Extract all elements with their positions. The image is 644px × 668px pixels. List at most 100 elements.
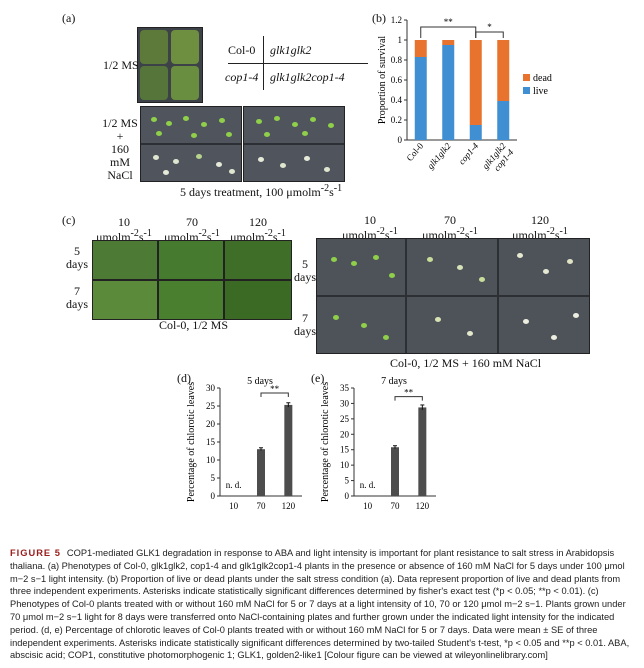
key-col0: Col-0: [228, 43, 256, 57]
y-tick-label: 0.8: [391, 55, 403, 65]
nacl-light-120-header: 120 μmolm-2s-1: [512, 213, 568, 242]
panel-c-right-footer: Col-0, 1/2 MS + 160 mM NaCl: [390, 356, 542, 370]
x-tick-label: 70: [257, 501, 267, 511]
light-70-header: 70 μmolm-2s-1: [164, 215, 220, 244]
bar: [418, 407, 427, 496]
survival-chart: 0 0.2 0.4 0.6 0.8 1 1.2 Proportion of survival C…: [377, 15, 552, 177]
y-tick-label: 15: [340, 445, 350, 455]
y-tick-label: 1.2: [391, 15, 402, 25]
y-tick-label: 5: [211, 473, 216, 483]
y-tick-label: 0: [398, 135, 403, 145]
x-tick-label: 120: [416, 501, 430, 511]
bar-dead: [414, 40, 427, 57]
light-120-header: 120 μmolm-2s-1: [230, 215, 286, 244]
legend-swatch-live: [523, 87, 530, 94]
panel-a-row2-label: 1/2 MS + 160 mM NaCl: [102, 116, 138, 182]
key-glk1glk2: glk1glk2: [270, 43, 312, 57]
sig-label-2: *: [487, 22, 492, 32]
y-tick-label: 10: [340, 460, 350, 470]
y-tick-label: 20: [206, 419, 216, 429]
legend-swatch-dead: [523, 74, 530, 81]
y-tick-label: 30: [340, 398, 350, 408]
y-axis-title: Percentage of chlorotic leaves: [320, 382, 331, 502]
x-tick-label: glk1glk2: [425, 140, 453, 171]
y-tick-label: 35: [340, 383, 350, 393]
panel-a-photo-nacl-left: [140, 106, 242, 182]
panel-c-left-footer: Col-0, 1/2 MS: [159, 318, 229, 332]
key-cop1-4: cop1-4: [225, 70, 259, 84]
y-tick-label: 0.4: [391, 95, 403, 105]
y-tick-label: 15: [206, 437, 216, 447]
panel-d-label: (d): [177, 371, 191, 385]
y-tick-label: 5: [345, 476, 350, 486]
bar: [391, 447, 399, 496]
y-tick-label: 0: [345, 491, 350, 501]
x-tick-label: 10: [363, 501, 373, 511]
chlorotic-chart-7-days: 7 days 0 5 10 15 20 25 30 35 Percentage of chloro…: [320, 376, 436, 511]
sig-label-1: **: [444, 17, 454, 27]
chart-title: 7 days: [381, 376, 407, 387]
chart-title: 5 days: [247, 376, 273, 387]
bar-live: [442, 45, 455, 140]
nacl-light-70-header: 70 μmolm-2s-1: [422, 213, 478, 242]
x-tick-line: cop1-4: [457, 140, 481, 166]
y-axis-title: Proportion of survival: [377, 36, 388, 125]
sig-bracket: [260, 392, 289, 397]
panel-e-label: (e): [311, 371, 325, 385]
y-tick-label: 0: [211, 491, 216, 501]
sig-label: **: [404, 388, 414, 398]
y-tick-label: 30: [206, 383, 216, 393]
y-tick-label: 25: [340, 414, 350, 424]
x-tick-label: 120: [282, 501, 296, 511]
caption-text: COP1-mediated GLK1 degradation in respon…: [10, 548, 630, 661]
x-tick-line: glk1glk2: [425, 140, 453, 171]
y-tick-label: 1: [398, 35, 403, 45]
y-tick-label: 0.2: [391, 115, 402, 125]
x-tick-label: 70: [391, 501, 401, 511]
photo-10-7d: [92, 280, 158, 320]
panel-a-footer: 5 days treatment, 100 μmolm-2s-1: [180, 183, 343, 199]
panel-a-row1-label: 1/2 MS: [103, 58, 139, 72]
bar-live: [469, 125, 482, 140]
photo-10-5d: [92, 240, 158, 280]
bar-live: [414, 57, 427, 140]
x-tick-label: 10: [229, 501, 239, 511]
y-tick-label: 10: [206, 455, 216, 465]
sig-bracket: [394, 396, 423, 401]
chlorotic-chart-5-days: 5 days 0 5 10 15 20 25 30 Percentage of chloroti…: [186, 376, 302, 511]
na-label: n. d.: [360, 480, 376, 490]
row-7-days: 7 days: [66, 284, 88, 311]
figure-caption: FIGURE 5 COP1-mediated GLK1 degradation i…: [10, 547, 632, 662]
legend-label-live: live: [533, 86, 549, 97]
row-5-days: 5 days: [66, 244, 88, 271]
nacl-light-10-header: 10 μmolm-2s-1: [342, 213, 398, 242]
x-tick-label: cop1-4: [457, 140, 481, 166]
sig-bracket-1: [420, 26, 477, 38]
panel-b-label: (b): [372, 11, 386, 25]
photo-120-5d: [224, 240, 292, 280]
y-tick-label: 25: [206, 401, 216, 411]
photo-120-7d: [224, 280, 292, 320]
x-tick-line: Col-0: [404, 140, 425, 163]
sig-bracket-2: [475, 31, 504, 38]
panel-c-label: (c): [62, 213, 76, 227]
panel-a-photo-nacl-right: [243, 106, 345, 182]
nacl-row-5-days: 5 days: [294, 257, 316, 284]
panel-a-label: (a): [62, 11, 76, 25]
y-tick-label: 20: [340, 429, 350, 439]
bar-dead: [442, 40, 455, 45]
x-tick-label: glk1glk2cop1-4: [480, 140, 516, 177]
panel-a-photo-1-2-ms: [137, 27, 203, 103]
photo-70-5d: [158, 240, 224, 280]
sig-label: **: [270, 384, 280, 394]
figure-label: FIGURE 5: [10, 548, 61, 558]
y-tick-label: 0.6: [391, 75, 403, 85]
nacl-photo-grid: [316, 238, 590, 354]
bar: [257, 449, 265, 496]
na-label: n. d.: [226, 480, 242, 490]
y-axis-title: Percentage of chlorotic leaves: [186, 382, 197, 502]
bar-live: [497, 101, 510, 140]
bar: [284, 404, 293, 496]
nacl-row-7-days: 7 days: [294, 311, 316, 338]
bar-dead: [469, 40, 482, 125]
